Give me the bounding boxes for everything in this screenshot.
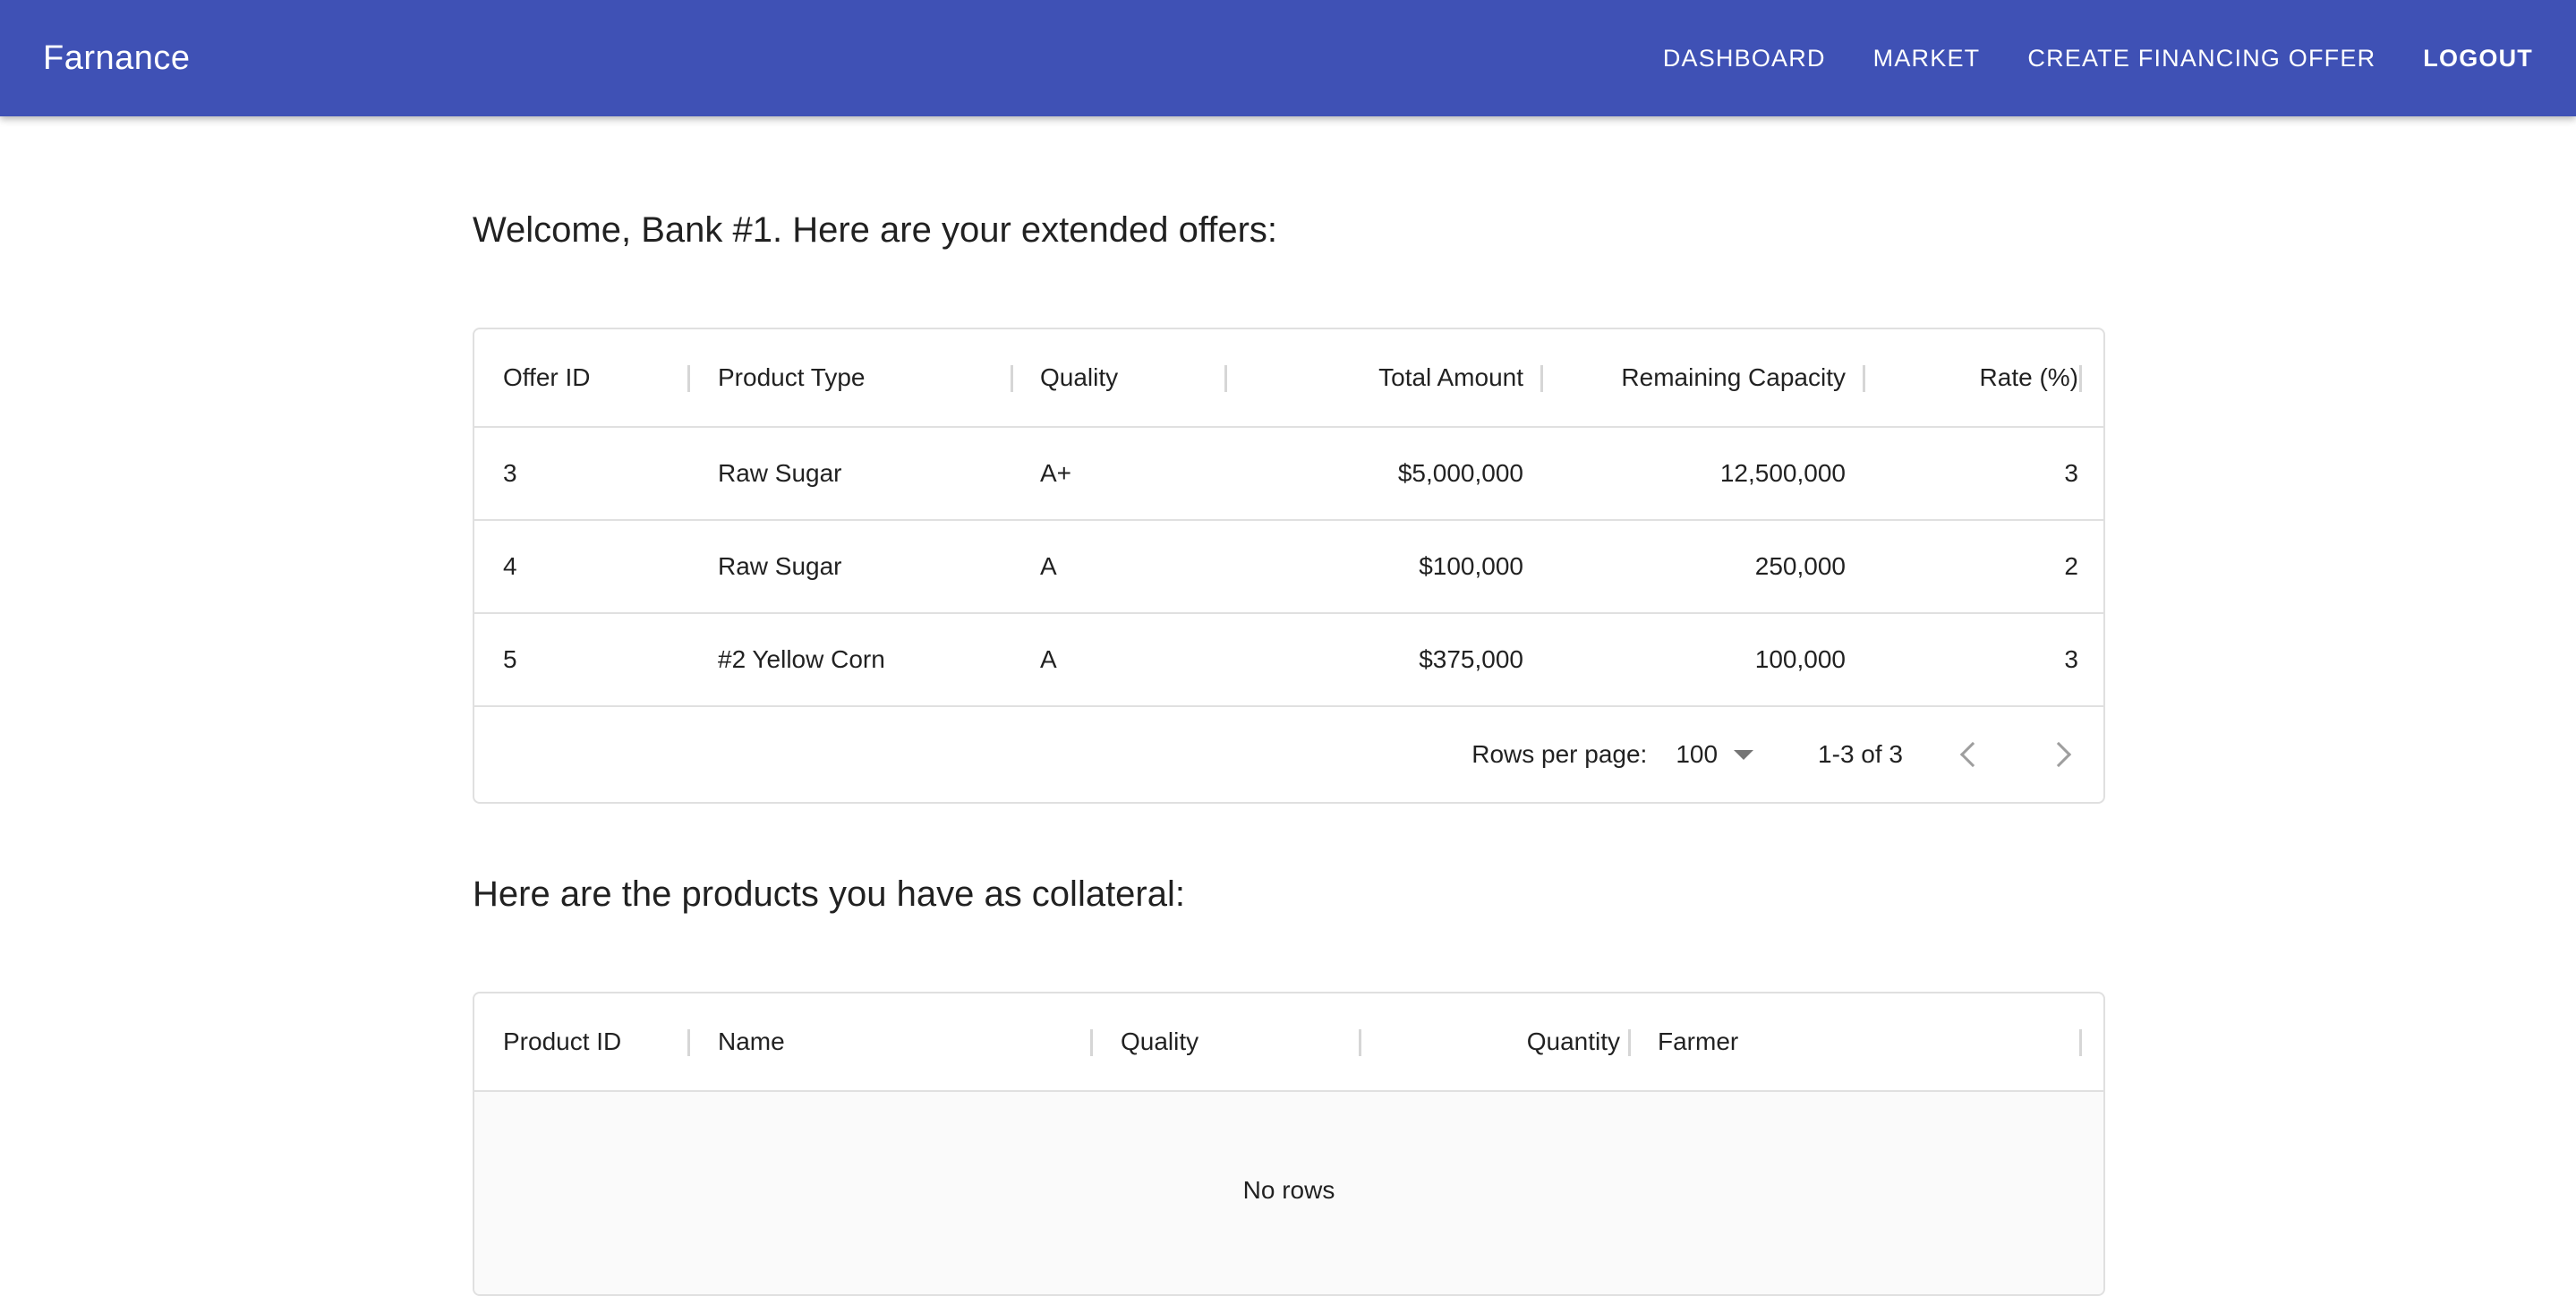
caret-down-icon [1734, 749, 1754, 760]
chevron-left-icon[interactable] [1959, 741, 1986, 768]
column-header-quantity[interactable]: Quantity [1526, 1027, 1620, 1055]
collateral-table-header: Product ID Name Quality Quantity Farmer [474, 993, 2103, 1092]
table-row[interactable]: 5 #2 Yellow Corn A $375,000 100,000 3 [474, 614, 2103, 707]
no-rows-message: No rows [1242, 1176, 1335, 1204]
nav-market-button[interactable]: MARKET [1872, 44, 1981, 72]
cell-offer-id: 4 [503, 552, 517, 580]
chevron-right-icon[interactable] [2045, 741, 2072, 768]
cell-total-amount: $100,000 [1419, 552, 1523, 580]
top-nav: DASHBOARD MARKET CREATE FINANCING OFFER … [1616, 0, 2533, 116]
column-header-quality[interactable]: Quality [1040, 363, 1119, 391]
cell-total-amount: $5,000,000 [1397, 459, 1523, 487]
cell-rate: 2 [2064, 552, 2078, 580]
cell-remaining-capacity: 100,000 [1754, 645, 1846, 673]
column-separator[interactable] [1359, 1029, 1361, 1056]
cell-quality: A [1040, 645, 1057, 673]
rows-per-page-select[interactable]: 100 [1676, 740, 1754, 769]
app-bar: Farnance DASHBOARD MARKET CREATE FINANCI… [0, 0, 2576, 116]
column-separator[interactable] [1011, 365, 1013, 392]
logout-button[interactable]: LOGOUT [2423, 44, 2533, 72]
table-pagination: Rows per page: 100 1-3 of 3 [474, 707, 2103, 802]
column-header-product-id[interactable]: Product ID [503, 1027, 622, 1055]
column-header-rate[interactable]: Rate (%) [1979, 363, 2078, 391]
column-separator[interactable] [1863, 365, 1865, 392]
collateral-heading: Here are the products you have as collat… [473, 874, 1185, 914]
cell-product-type: Raw Sugar [718, 552, 842, 580]
column-separator[interactable] [1224, 365, 1227, 392]
column-header-remaining-capacity[interactable]: Remaining Capacity [1621, 363, 1846, 391]
column-header-product-type[interactable]: Product Type [718, 363, 866, 391]
pagination-range: 1-3 of 3 [1818, 740, 1903, 768]
cell-product-type: Raw Sugar [718, 459, 842, 487]
column-header-name[interactable]: Name [718, 1027, 785, 1055]
nav-dashboard-button[interactable]: DASHBOARD [1662, 44, 1826, 72]
column-separator[interactable] [2079, 365, 2082, 392]
cell-quality: A+ [1040, 459, 1072, 487]
brand-logo[interactable]: Farnance [43, 38, 191, 77]
table-row[interactable]: 3 Raw Sugar A+ $5,000,000 12,500,000 3 [474, 428, 2103, 521]
column-separator[interactable] [1540, 365, 1543, 392]
cell-rate: 3 [2064, 459, 2078, 487]
column-separator[interactable] [687, 365, 690, 392]
collateral-table: Product ID Name Quality Quantity Farmer … [473, 992, 2105, 1296]
column-header-quality[interactable]: Quality [1121, 1027, 1199, 1055]
column-separator[interactable] [1628, 1029, 1631, 1056]
cell-product-type: #2 Yellow Corn [718, 645, 885, 673]
no-rows-overlay: No rows [474, 1092, 2103, 1294]
nav-create-financing-offer-button[interactable]: CREATE FINANCING OFFER [2027, 44, 2376, 72]
column-separator[interactable] [687, 1029, 690, 1056]
column-header-total-amount[interactable]: Total Amount [1378, 363, 1523, 391]
column-separator[interactable] [1090, 1029, 1093, 1056]
column-header-farmer[interactable]: Farmer [1658, 1027, 1739, 1055]
cell-total-amount: $375,000 [1419, 645, 1523, 673]
cell-quality: A [1040, 552, 1057, 580]
pager [1959, 741, 2072, 768]
cell-offer-id: 3 [503, 459, 517, 487]
rows-per-page-label: Rows per page: [1471, 740, 1648, 768]
cell-remaining-capacity: 12,500,000 [1719, 459, 1846, 487]
column-header-offer-id[interactable]: Offer ID [503, 363, 591, 391]
rows-per-page-value: 100 [1676, 740, 1719, 768]
offers-heading: Welcome, Bank #1. Here are your extended… [473, 210, 1278, 250]
cell-remaining-capacity: 250,000 [1754, 552, 1846, 580]
column-separator[interactable] [2079, 1029, 2082, 1056]
cell-rate: 3 [2064, 645, 2078, 673]
offers-table-header: Offer ID Product Type Quality Total Amou… [474, 329, 2103, 428]
cell-offer-id: 5 [503, 645, 517, 673]
table-row[interactable]: 4 Raw Sugar A $100,000 250,000 2 [474, 521, 2103, 614]
offers-table: Offer ID Product Type Quality Total Amou… [473, 328, 2105, 804]
